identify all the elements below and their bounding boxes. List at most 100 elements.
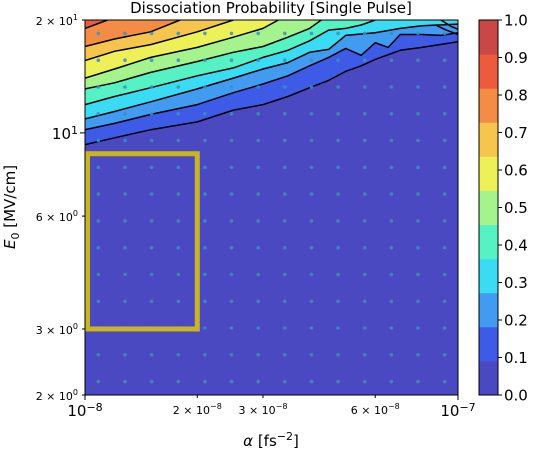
sample-point bbox=[363, 112, 367, 116]
sample-point bbox=[442, 379, 447, 384]
contour-line bbox=[85, 20, 322, 90]
colorbar-tick-label: 0.2 bbox=[504, 312, 528, 330]
sample-point bbox=[229, 85, 234, 89]
sample-point bbox=[203, 379, 207, 384]
sample-point bbox=[309, 219, 314, 223]
plot-area bbox=[85, 20, 458, 395]
sample-point bbox=[283, 85, 287, 89]
y-tick-label: 2 × 100 bbox=[36, 388, 78, 403]
sample-point bbox=[389, 326, 394, 330]
sample-point bbox=[416, 219, 420, 223]
sample-point bbox=[389, 112, 394, 116]
colorbar-tick-label: 0.0 bbox=[504, 387, 528, 405]
sample-point bbox=[176, 353, 181, 357]
colorbar-tick-label: 0.8 bbox=[504, 87, 528, 105]
sample-point bbox=[203, 165, 207, 170]
sample-point bbox=[416, 31, 420, 36]
sample-point bbox=[309, 245, 314, 250]
colorbar-tick-label: 0.1 bbox=[504, 349, 528, 367]
y-axis: 2 × 100 3 × 100 6 × 100 101 2 × 101 bbox=[36, 13, 85, 403]
x-tick-label: 2 × 10−8 bbox=[173, 402, 222, 417]
sample-point bbox=[363, 138, 367, 143]
sample-point bbox=[203, 299, 207, 304]
sample-point bbox=[416, 165, 420, 170]
sample-point bbox=[203, 138, 207, 143]
sample-point bbox=[309, 192, 314, 196]
sample-point bbox=[416, 85, 420, 89]
contour-line bbox=[435, 24, 458, 36]
sample-point bbox=[336, 58, 340, 62]
y-tick-label: 3 × 100 bbox=[36, 322, 78, 337]
sample-point bbox=[363, 165, 367, 170]
sample-point bbox=[283, 272, 287, 277]
sample-point bbox=[283, 192, 287, 196]
plot-frame bbox=[84, 19, 459, 396]
contour-line bbox=[85, 31, 458, 131]
sample-point bbox=[309, 165, 314, 170]
sample-point bbox=[336, 326, 340, 330]
sample-point bbox=[123, 165, 127, 170]
sample-point bbox=[149, 245, 154, 250]
colorbar-tick-label: 0.3 bbox=[504, 274, 528, 292]
sample-point bbox=[123, 112, 127, 116]
sample-point bbox=[283, 353, 287, 357]
sample-point bbox=[149, 219, 154, 223]
sample-point bbox=[442, 326, 447, 330]
sample-point bbox=[442, 58, 447, 62]
sample-point bbox=[149, 138, 154, 143]
sample-point bbox=[283, 326, 287, 330]
sample-point bbox=[123, 31, 127, 36]
sample-point bbox=[229, 272, 234, 277]
sample-point bbox=[442, 31, 447, 36]
sample-point bbox=[96, 138, 101, 143]
sample-point bbox=[203, 58, 207, 62]
sample-point bbox=[363, 379, 367, 384]
sample-point bbox=[416, 112, 420, 116]
colorbar-segment bbox=[479, 360, 498, 396]
y-tick-label: 6 × 100 bbox=[36, 209, 78, 224]
sample-point bbox=[283, 138, 287, 143]
sample-point bbox=[363, 353, 367, 357]
colorbar-segment bbox=[479, 326, 498, 362]
colorbar-segment bbox=[479, 292, 498, 328]
sample-point bbox=[96, 58, 101, 62]
sample-point bbox=[256, 245, 261, 250]
sample-point bbox=[149, 192, 154, 196]
colorbar-segment bbox=[479, 258, 498, 294]
x-tick-label: 6 × 10−8 bbox=[351, 402, 400, 417]
colorbar-tick-label: 0.7 bbox=[504, 124, 528, 142]
sample-point bbox=[149, 299, 154, 304]
sample-point bbox=[176, 138, 181, 143]
sample-point bbox=[442, 272, 447, 277]
sample-point bbox=[256, 272, 261, 277]
sample-point bbox=[229, 112, 234, 116]
contour-line bbox=[85, 20, 279, 79]
sample-point bbox=[389, 353, 394, 357]
sample-point bbox=[176, 245, 181, 250]
contour-line bbox=[85, 20, 181, 48]
sample-point bbox=[256, 58, 261, 62]
sample-point bbox=[389, 138, 394, 143]
contour-line bbox=[85, 40, 458, 146]
sample-point bbox=[203, 112, 207, 116]
sample-point bbox=[176, 31, 181, 36]
sample-point bbox=[229, 299, 234, 304]
highlight-rectangle bbox=[85, 151, 200, 332]
sample-point bbox=[442, 112, 447, 116]
colorbar-tick-label: 0.9 bbox=[504, 49, 528, 67]
sample-point bbox=[283, 219, 287, 223]
sample-point bbox=[123, 219, 127, 223]
sample-point bbox=[336, 31, 340, 36]
sample-point bbox=[149, 379, 154, 384]
y-axis-label: E0 [MV/cm] bbox=[1, 165, 22, 249]
sample-point bbox=[363, 58, 367, 62]
sample-point bbox=[229, 353, 234, 357]
sample-point bbox=[363, 31, 367, 36]
sample-point bbox=[309, 299, 314, 304]
sample-point bbox=[203, 326, 207, 330]
sample-point bbox=[96, 165, 101, 170]
sample-point bbox=[416, 326, 420, 330]
sample-point bbox=[149, 272, 154, 277]
sample-point bbox=[309, 353, 314, 357]
colorbar-segment bbox=[479, 20, 498, 55]
